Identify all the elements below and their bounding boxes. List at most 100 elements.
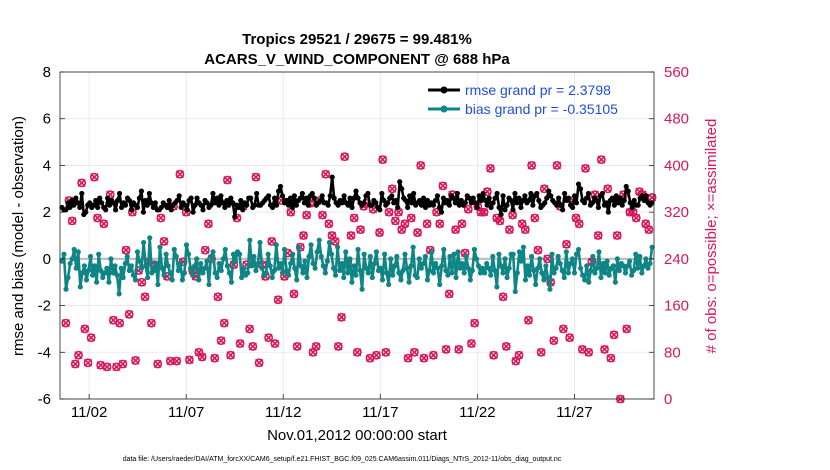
- obs-assimilated-cross: [527, 161, 536, 170]
- obs-marker: [223, 175, 232, 185]
- rmse-point: [411, 190, 417, 197]
- rmse-point: [558, 202, 564, 208]
- rmse-point: [116, 190, 123, 197]
- obs-marker: [172, 356, 182, 366]
- rmse-point: [399, 186, 405, 192]
- obs-assimilated-cross: [391, 216, 400, 225]
- rmse-point: [546, 188, 552, 194]
- rmse-point: [91, 202, 97, 208]
- obs-marker: [99, 219, 109, 229]
- rmse-point: [188, 195, 194, 201]
- obs-assimilated-cross: [524, 316, 533, 325]
- obs-possible-circle: [146, 318, 156, 328]
- rmse-point: [297, 195, 303, 201]
- bias-point: [257, 239, 263, 246]
- obs-assimilated-cross: [217, 336, 226, 345]
- bias-point: [283, 267, 290, 274]
- obs-assimilated-cross: [552, 161, 562, 170]
- obs-assimilated-cross: [93, 213, 102, 223]
- left-axis: -6 -4 -2 0 2 4 6 8: [38, 64, 65, 408]
- obs-possible-circle: [61, 318, 71, 328]
- bias-point: [518, 258, 524, 264]
- bias-point: [198, 260, 204, 267]
- obs-possible-circle: [216, 336, 226, 346]
- obs-possible-circle: [378, 155, 388, 164]
- bias-point: [524, 263, 531, 269]
- bias-point: [390, 272, 396, 278]
- obs-marker: [552, 161, 562, 170]
- obs-assimilated-cross: [340, 152, 349, 161]
- rmse-point: [422, 204, 429, 211]
- bias-point: [230, 251, 237, 257]
- rmse-point: [424, 197, 431, 204]
- rmse-point: [252, 202, 258, 208]
- obs-marker: [121, 245, 131, 255]
- rmse-point: [238, 197, 244, 204]
- bias-point: [516, 249, 522, 255]
- bias-point: [228, 279, 235, 285]
- obs-assimilated-cross: [68, 216, 77, 225]
- obs-assimilated-cross: [632, 213, 641, 223]
- left-tick-label: -6: [38, 391, 51, 408]
- rmse-point: [212, 200, 218, 206]
- rmse-point: [269, 204, 276, 211]
- bias-point: [377, 265, 384, 271]
- rmse-point: [140, 209, 147, 215]
- bias-point: [138, 265, 145, 271]
- rmse-point: [528, 190, 534, 197]
- bias-point: [506, 265, 512, 271]
- obs-assimilated-cross: [565, 333, 574, 342]
- rmse-point: [466, 195, 472, 201]
- rmse-point: [482, 197, 488, 204]
- bias-point: [343, 249, 349, 255]
- obs-marker: [593, 231, 603, 240]
- rmse-point: [299, 190, 305, 197]
- bias-point: [573, 251, 580, 257]
- obs-assimilated-cross: [255, 358, 264, 367]
- rmse-point: [319, 193, 325, 199]
- bias-point: [475, 263, 482, 269]
- bias-point: [177, 260, 183, 267]
- obs-assimilated-cross: [467, 339, 476, 348]
- obs-possible-circle: [387, 184, 397, 194]
- rmse-point: [440, 195, 447, 201]
- obs-possible-circle: [185, 355, 194, 365]
- rmse-point: [166, 197, 172, 204]
- bias-point: [196, 277, 202, 283]
- bias-point: [141, 239, 147, 246]
- x-tick-label: 11/12: [265, 404, 301, 421]
- obs-assimilated-cross: [416, 161, 425, 170]
- bias-point: [247, 237, 253, 243]
- obs-marker: [200, 245, 210, 255]
- obs-marker: [371, 350, 381, 360]
- bias-point: [402, 251, 408, 257]
- bias-point: [171, 246, 177, 253]
- bias-point: [575, 246, 582, 253]
- obs-assimilated-cross: [442, 345, 451, 354]
- bias-point: [316, 237, 322, 243]
- rmse-point: [609, 195, 615, 201]
- rmse-point: [107, 202, 113, 208]
- obs-assimilated-cross: [220, 319, 229, 328]
- rmse-point: [361, 200, 367, 206]
- obs-assimilated-cross: [312, 342, 321, 351]
- obs-assimilated-cross: [356, 225, 365, 234]
- obs-assimilated-cross: [530, 213, 539, 223]
- bias-point: [447, 253, 453, 260]
- bias-point: [210, 249, 216, 255]
- bias-point: [441, 246, 447, 253]
- obs-possible-circle: [264, 333, 274, 343]
- bias-point: [410, 244, 416, 250]
- obs-marker: [558, 324, 568, 334]
- rmse-point: [87, 200, 93, 206]
- legend: rmse grand pr = 2.3798 bias grand pr = -…: [428, 82, 618, 117]
- bias-point: [418, 265, 424, 271]
- bias-point: [236, 251, 243, 257]
- rmse-point: [285, 202, 292, 208]
- bias-point: [437, 281, 443, 288]
- rmse-point: [198, 202, 204, 208]
- rmse-point: [496, 204, 502, 211]
- bias-point: [512, 288, 518, 295]
- obs-assimilated-cross: [429, 351, 438, 360]
- obs-marker: [486, 163, 495, 173]
